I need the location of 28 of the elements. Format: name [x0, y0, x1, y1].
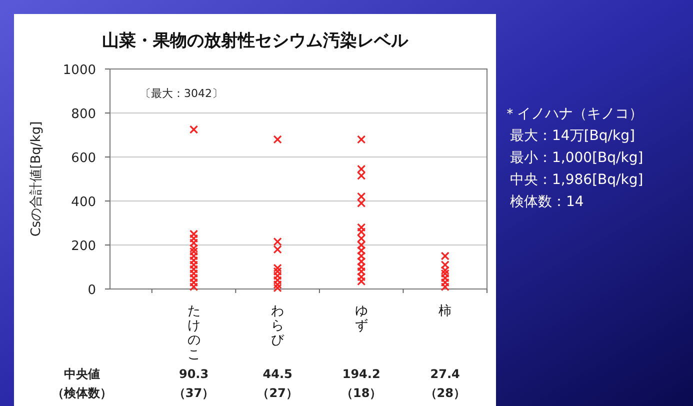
x-tick-label: ゆず — [354, 304, 368, 334]
text: （27） — [257, 386, 298, 400]
y-tick-label: 400 — [71, 195, 96, 210]
y-tick-label: 600 — [71, 151, 96, 166]
text: 中央値 — [64, 367, 100, 381]
text: （検体数） — [52, 386, 112, 400]
text: （18） — [340, 386, 382, 400]
text: （37） — [173, 386, 214, 400]
text: ＊イノハナ（キノコ） — [503, 106, 643, 122]
text: 194.2 — [342, 367, 380, 381]
text: 中央：1,986[Bq/kg] — [510, 172, 644, 188]
text: 27.4 — [430, 367, 460, 381]
text: 最大：14万[Bq/kg] — [510, 128, 635, 144]
x-tick-label: わらび — [271, 304, 286, 348]
text: 最小：1,000[Bq/kg] — [510, 150, 644, 166]
y-axis-title: Csの合計値[Bq/kg] — [29, 121, 44, 237]
y-tick-label: 800 — [71, 107, 96, 122]
text: 検体数：14 — [510, 194, 584, 210]
text: （28） — [424, 386, 466, 400]
annotation: 〔最大：3042〕 — [140, 87, 223, 100]
x-tick-label: たけのこ — [187, 304, 200, 362]
x-tick-label: 柿 — [438, 304, 452, 319]
text: 90.3 — [178, 367, 209, 381]
y-tick-label: 1000 — [62, 63, 96, 78]
text: 44.5 — [262, 367, 292, 381]
chart-title: 山菜・果物の放射性セシウム汚染レベル — [102, 31, 409, 51]
y-tick-label: 200 — [71, 239, 96, 254]
y-tick-label: 0 — [88, 283, 96, 298]
